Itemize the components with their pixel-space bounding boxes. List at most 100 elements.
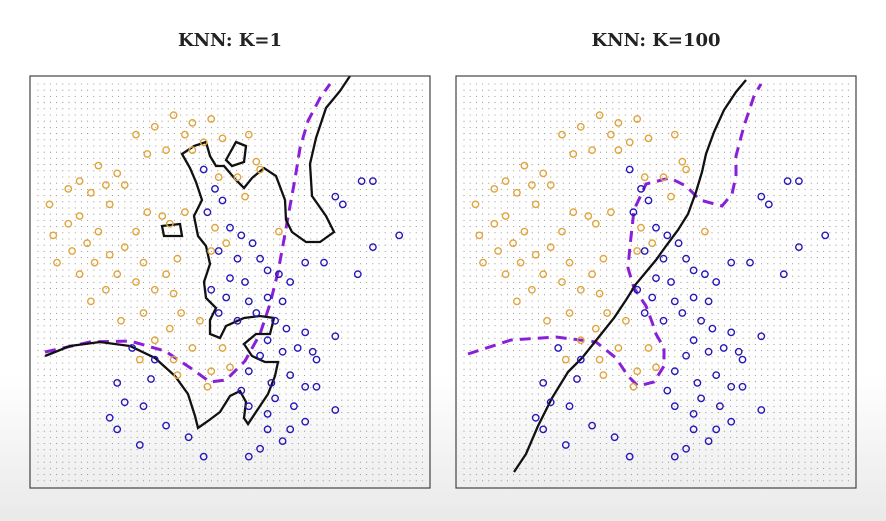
knn-boundary-k1 (44, 75, 351, 430)
point-blue-41 (263, 425, 272, 434)
point-orange-28 (558, 227, 566, 236)
point-orange-42 (513, 297, 521, 306)
point-orange-37 (539, 270, 548, 279)
point-orange-26 (64, 219, 73, 228)
point-blue-51 (794, 177, 803, 186)
point-blue-3 (629, 208, 638, 217)
point-orange-18 (513, 188, 521, 197)
point-blue-27 (293, 344, 302, 352)
point-blue-69 (670, 452, 679, 461)
point-orange-22 (158, 212, 167, 220)
point-orange-60 (678, 157, 687, 166)
point-blue-27 (719, 344, 728, 352)
point-blue-58 (546, 398, 555, 407)
point-blue-7 (640, 247, 649, 255)
point-blue-23 (697, 316, 706, 325)
point-orange-59 (233, 173, 242, 182)
point-blue-44 (312, 355, 321, 364)
point-blue-32 (693, 378, 702, 387)
point-blue-35 (271, 394, 280, 403)
point-orange-37 (113, 270, 122, 279)
point-orange-43 (173, 254, 182, 263)
point-orange-20 (531, 200, 540, 209)
point-blue-39 (670, 402, 679, 411)
point-blue-67 (184, 433, 193, 442)
point-blue-8 (659, 254, 668, 263)
knn-boundary-k100 (513, 79, 747, 473)
point-orange-9 (188, 146, 197, 155)
point-orange-5 (606, 130, 615, 139)
point-blue-63 (162, 421, 171, 430)
point-orange-24 (591, 219, 600, 228)
points-k1 (45, 111, 404, 461)
point-blue-62 (561, 441, 570, 449)
point-blue-66 (554, 344, 563, 352)
point-orange-8 (670, 130, 679, 139)
point-orange-51 (150, 336, 159, 345)
bayes-boundary-k100 (467, 83, 763, 388)
point-blue-47 (794, 243, 803, 252)
point-orange-41 (102, 285, 110, 294)
point-blue-25 (301, 328, 310, 337)
point-blue-53 (746, 258, 754, 267)
point-orange-36 (479, 258, 487, 267)
bayes-boundary-k1 (44, 83, 332, 384)
chart-title-k1: KNN: K=1 (177, 30, 283, 51)
point-blue-19 (704, 297, 713, 306)
point-blue-16 (648, 293, 657, 302)
point-blue-33 (712, 371, 721, 379)
point-blue-24 (708, 324, 717, 333)
point-orange-58 (241, 192, 249, 201)
point-orange-57 (640, 173, 649, 182)
point-orange-29 (83, 239, 91, 248)
point-orange-35 (516, 258, 525, 267)
point-blue-7 (214, 247, 223, 255)
point-blue-14 (286, 278, 295, 286)
point-orange-67 (211, 223, 219, 232)
point-blue-46 (779, 270, 788, 279)
point-blue-18 (689, 293, 698, 302)
point-orange-59 (659, 173, 668, 182)
point-blue-5 (237, 231, 246, 240)
point-blue-20 (678, 309, 687, 317)
point-orange-7 (218, 134, 227, 143)
point-orange-16 (546, 181, 555, 189)
point-blue-45 (757, 332, 766, 341)
plot-k100 (455, 75, 857, 489)
point-blue-40 (663, 386, 672, 395)
point-blue-14 (712, 278, 721, 286)
point-orange-27 (520, 227, 529, 236)
point-blue-12 (667, 278, 675, 286)
point-blue-37 (301, 417, 310, 426)
point-blue-67 (610, 433, 619, 442)
point-orange-41 (528, 285, 536, 294)
panel-k100: KNN: K=100 (455, 0, 857, 521)
point-blue-21 (640, 309, 649, 317)
point-blue-6 (674, 239, 683, 248)
point-orange-43 (599, 254, 608, 263)
point-blue-54 (727, 258, 736, 267)
point-orange-55 (173, 371, 182, 379)
point-blue-15 (207, 285, 216, 294)
point-orange-66 (226, 363, 234, 372)
plot-frame-k100 (455, 75, 857, 489)
point-blue-58 (120, 398, 129, 407)
point-blue-43 (256, 444, 265, 453)
point-blue-16 (222, 293, 231, 302)
point-blue-59 (565, 402, 574, 411)
point-orange-23 (180, 208, 189, 217)
point-orange-48 (543, 316, 551, 325)
point-orange-34 (139, 258, 148, 267)
point-blue-10 (689, 266, 698, 275)
grid-dots-k100 (463, 83, 849, 482)
point-orange-42 (87, 297, 95, 306)
point-orange-4 (558, 130, 566, 139)
point-orange-50 (195, 316, 204, 325)
point-blue-32 (267, 378, 276, 387)
point-blue-8 (233, 254, 242, 263)
point-orange-2 (207, 115, 216, 123)
point-blue-70 (712, 425, 721, 434)
point-blue-51 (368, 177, 377, 186)
point-orange-1 (188, 119, 197, 127)
point-orange-49 (591, 324, 600, 333)
